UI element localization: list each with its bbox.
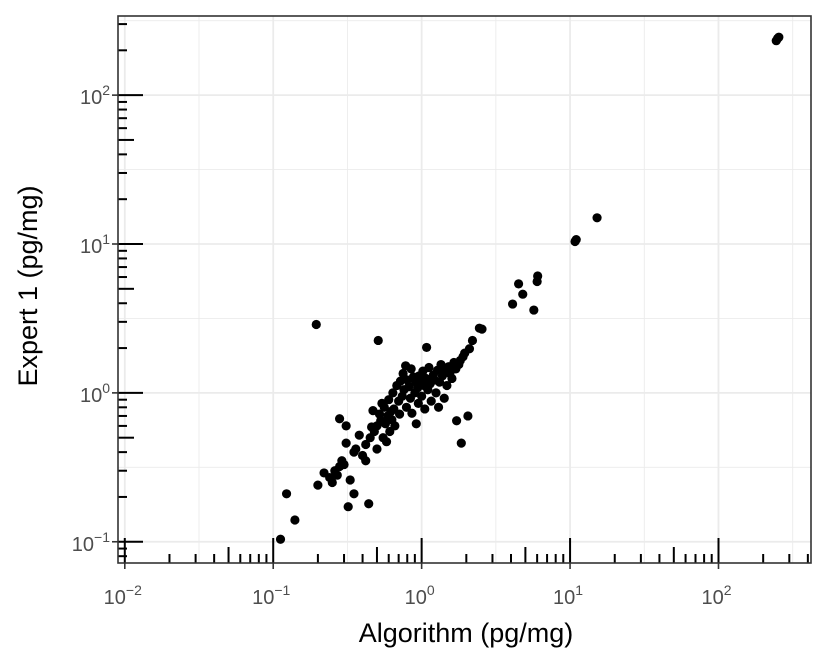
data-point: [379, 402, 389, 412]
data-point: [388, 388, 398, 398]
data-point: [341, 438, 351, 448]
data-point: [339, 459, 349, 470]
y-tick-label-base: 10: [80, 236, 102, 258]
x-tick-label-exponent: 0: [427, 582, 435, 598]
data-point: [398, 368, 408, 379]
x-tick-label-base: 10: [405, 587, 427, 609]
data-point: [351, 444, 361, 454]
data-point: [334, 414, 345, 424]
panel-border: [117, 15, 812, 564]
data-point: [345, 475, 355, 485]
data-point: [426, 396, 436, 406]
data-point: [413, 398, 423, 408]
y-tick-label-base: 10: [72, 534, 94, 556]
data-point: [464, 344, 475, 354]
data-point: [290, 515, 300, 525]
y-tick-label-base: 10: [80, 385, 102, 407]
x-axis-title: Algorithm (pg/mg): [359, 618, 574, 648]
data-point: [592, 213, 602, 223]
x-tick-label-exponent: −2: [126, 582, 142, 598]
data-point: [533, 271, 543, 281]
data-point: [372, 444, 382, 454]
data-point: [452, 416, 462, 426]
data-point: [395, 376, 406, 386]
x-tick-label-base: 10: [553, 587, 575, 609]
data-point: [275, 534, 286, 544]
data-point: [394, 409, 405, 419]
x-tick-label: 10−2: [104, 582, 142, 609]
data-point: [361, 456, 371, 466]
y-tick-label: 10−1: [72, 529, 110, 556]
data-point: [373, 335, 383, 346]
y-tick-label-base: 10: [80, 87, 102, 109]
data-point: [354, 430, 364, 440]
data-point: [518, 289, 528, 299]
data-point: [507, 299, 518, 309]
data-point: [349, 489, 359, 499]
y-tick-label: 101: [80, 231, 110, 258]
data-point: [442, 380, 452, 391]
data-point: [433, 402, 444, 412]
data-point: [467, 335, 478, 346]
x-tick-label-exponent: 2: [724, 582, 732, 598]
rug-ticks: [118, 23, 809, 563]
data-point: [411, 419, 421, 429]
x-tick-label: 10−1: [252, 582, 290, 609]
data-point: [513, 279, 524, 289]
data-point: [407, 408, 417, 418]
data-point: [311, 319, 321, 330]
y-axis-title: Expert 1 (pg/mg): [13, 185, 43, 386]
data-point: [313, 480, 323, 490]
data-point: [571, 235, 581, 245]
data-point: [417, 391, 427, 401]
data-point: [529, 305, 539, 315]
data-point: [404, 382, 414, 392]
x-tick-label: 101: [553, 582, 583, 609]
data-point: [439, 393, 449, 403]
x-tick-label: 102: [701, 582, 731, 609]
y-tick-label-exponent: 1: [102, 231, 110, 247]
axis-ticks: [112, 94, 720, 569]
data-point: [390, 421, 400, 431]
x-tick-label-exponent: −1: [274, 582, 290, 598]
data-point: [343, 502, 353, 512]
data-point: [332, 470, 342, 480]
data-point: [420, 404, 430, 414]
data-point: [774, 32, 784, 42]
data-point: [384, 395, 394, 405]
data-point: [327, 477, 337, 488]
y-tick-label-exponent: 0: [102, 380, 110, 396]
data-point: [401, 402, 412, 412]
data-point: [463, 411, 473, 421]
x-tick-label-base: 10: [104, 587, 126, 609]
data-point: [341, 421, 351, 431]
y-tick-label: 102: [80, 82, 110, 109]
x-tick-label-base: 10: [252, 587, 274, 609]
data-point: [364, 499, 374, 509]
data-point: [477, 324, 487, 334]
y-tick-label-exponent: −1: [94, 529, 110, 545]
data-point: [422, 342, 432, 353]
y-tick-label: 100: [80, 380, 110, 407]
data-point: [456, 438, 466, 448]
data-point: [431, 388, 441, 398]
grid-lines: [118, 16, 811, 563]
x-tick-label-base: 10: [701, 587, 723, 609]
data-point: [447, 373, 457, 384]
data-point: [424, 362, 434, 373]
data-point: [281, 489, 292, 499]
data-point: [361, 439, 371, 450]
y-tick-label-exponent: 2: [102, 82, 110, 98]
data-points: [275, 32, 784, 544]
x-tick-label-exponent: 1: [575, 582, 583, 598]
data-point: [406, 364, 416, 374]
x-tick-label: 100: [405, 582, 435, 609]
data-point: [436, 359, 446, 370]
data-point: [381, 437, 392, 447]
